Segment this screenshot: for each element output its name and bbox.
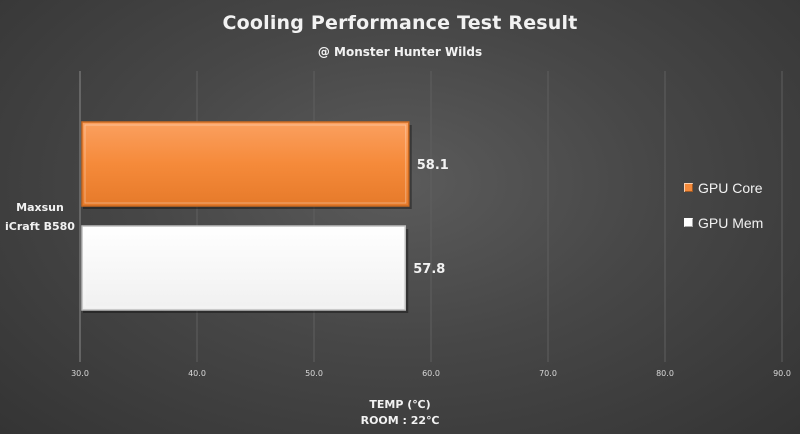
chart-title: Cooling Performance Test Result <box>222 12 578 34</box>
x-tick-label-5: 80.0 <box>656 369 674 378</box>
x-tick-label-1: 40.0 <box>188 369 206 378</box>
x-tick-label-0: 30.0 <box>71 369 89 378</box>
value-label-gpu-mem: 57.8 <box>413 262 445 277</box>
x-tick-label-6: 90.0 <box>773 369 791 378</box>
category-label-line-2: iCraft B580 <box>5 220 75 233</box>
legend: GPU Core GPU Mem <box>684 178 763 248</box>
legend-swatch-gpu-core <box>684 183 693 192</box>
bar-group <box>81 121 412 313</box>
legend-label-gpu-mem: GPU Mem <box>698 214 764 231</box>
x-tick-label-3: 60.0 <box>422 369 440 378</box>
x-tick-label-4: 70.0 <box>539 369 557 378</box>
value-labels: 58.1 57.8 <box>413 158 449 277</box>
legend-item-gpu-mem: GPU Mem <box>684 213 763 232</box>
category-label-line-1: Maxsun <box>16 201 64 214</box>
legend-label-gpu-core: GPU Core <box>698 179 763 196</box>
chart-subtitle: @ Monster Hunter Wilds <box>317 45 483 59</box>
bar-bevel-gpu-mem <box>84 228 403 308</box>
legend-item-gpu-core: GPU Core <box>684 178 763 197</box>
x-axis-label: TEMP (℃) ROOM : 22℃ <box>0 397 800 429</box>
grid-lines <box>79 71 783 362</box>
x-tick-label-2: 50.0 <box>305 369 323 378</box>
bar-bevel-gpu-core <box>84 124 407 204</box>
x-axis-label-line-1: TEMP (℃) <box>369 398 431 411</box>
legend-swatch-gpu-mem <box>684 218 693 227</box>
bar-gpu-core <box>81 121 410 207</box>
x-axis-label-line-2: ROOM : 22℃ <box>360 414 440 427</box>
bar-gpu-mem <box>81 225 407 311</box>
category-label: Maxsun iCraft B580 <box>4 198 76 236</box>
value-label-gpu-core: 58.1 <box>417 158 449 173</box>
x-tick-labels: 30.0 40.0 50.0 60.0 70.0 80.0 90.0 <box>71 369 791 378</box>
